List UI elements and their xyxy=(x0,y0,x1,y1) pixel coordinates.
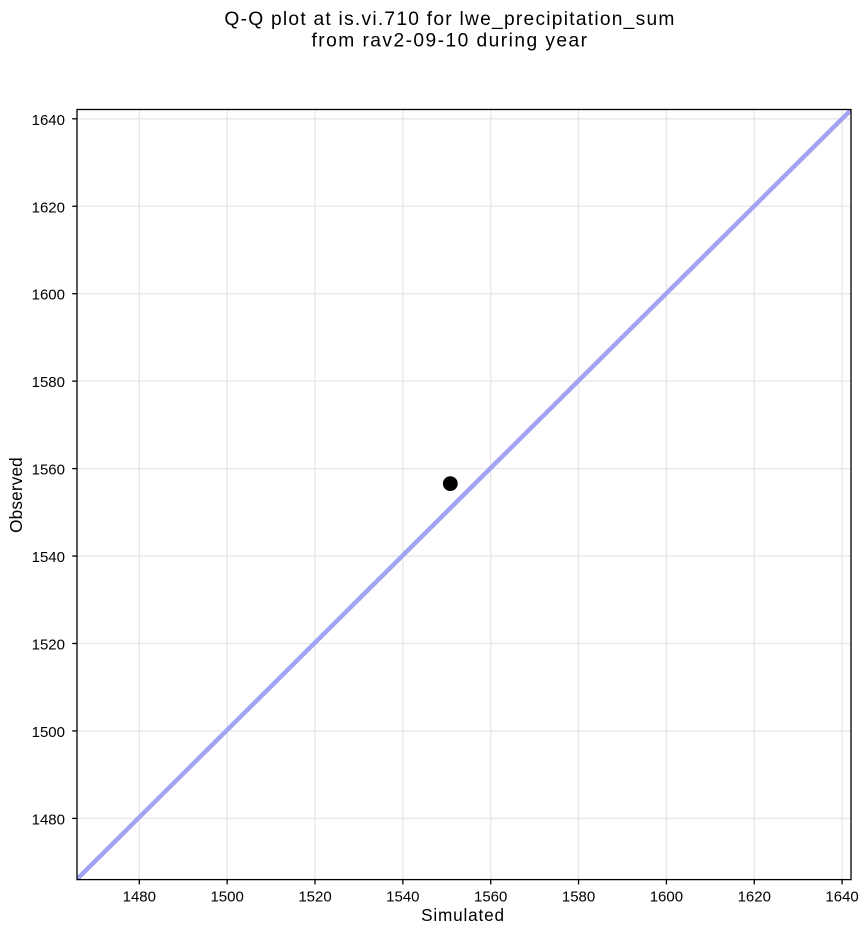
svg-text:1580: 1580 xyxy=(562,889,595,906)
svg-text:Simulated: Simulated xyxy=(421,905,505,925)
svg-text:Observed: Observed xyxy=(6,457,26,533)
svg-text:1560: 1560 xyxy=(474,889,507,906)
svg-text:1480: 1480 xyxy=(32,811,65,828)
svg-text:1580: 1580 xyxy=(32,374,65,391)
svg-text:1640: 1640 xyxy=(825,889,858,906)
svg-text:1520: 1520 xyxy=(32,637,65,654)
svg-text:1620: 1620 xyxy=(32,199,65,216)
svg-text:1620: 1620 xyxy=(738,889,771,906)
svg-text:1520: 1520 xyxy=(298,889,331,906)
svg-text:from rav2-09-10 during year: from rav2-09-10 during year xyxy=(312,30,589,51)
svg-text:1560: 1560 xyxy=(32,462,65,479)
svg-text:1500: 1500 xyxy=(210,889,243,906)
svg-text:1640: 1640 xyxy=(32,112,65,129)
svg-text:1600: 1600 xyxy=(650,889,683,906)
svg-text:Q-Q plot at is.vi.710 for lwe_: Q-Q plot at is.vi.710 for lwe_precipitat… xyxy=(224,9,675,30)
svg-text:1500: 1500 xyxy=(32,724,65,741)
svg-text:1480: 1480 xyxy=(123,889,156,906)
svg-text:1540: 1540 xyxy=(386,889,419,906)
svg-text:1600: 1600 xyxy=(32,287,65,304)
svg-text:1540: 1540 xyxy=(32,549,65,566)
